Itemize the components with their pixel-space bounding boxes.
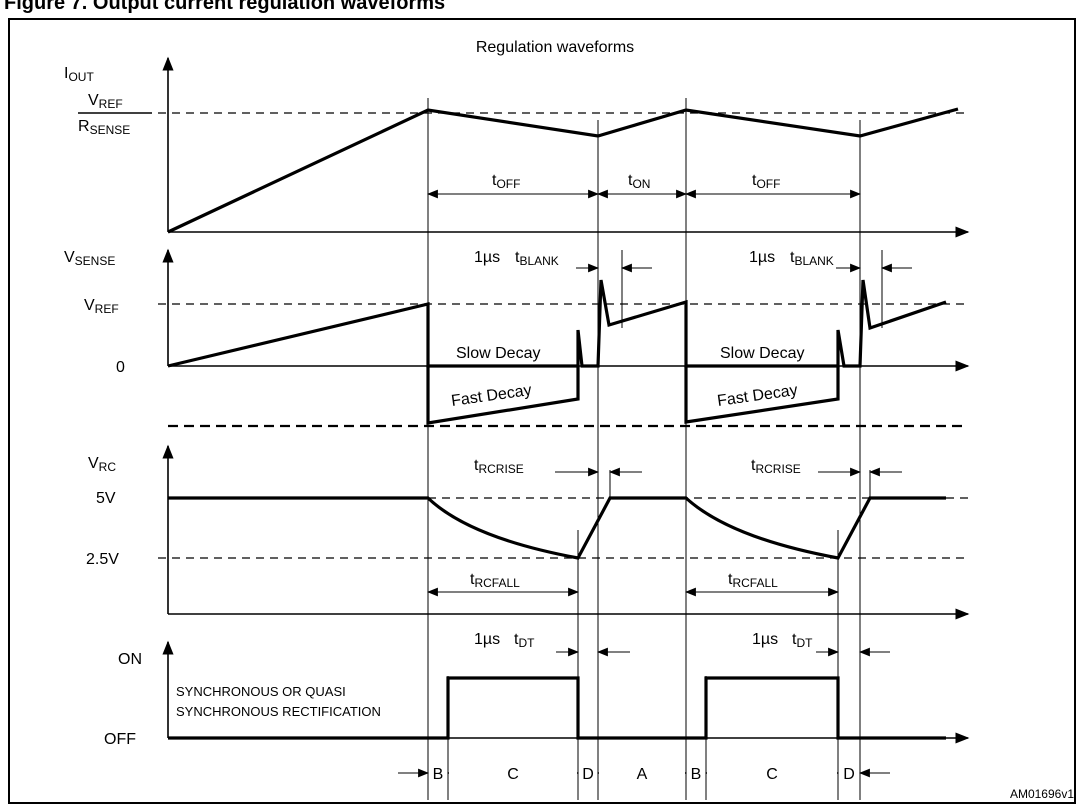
vsense-slow-decay-waveform	[167, 279, 947, 368]
iout-waveform	[167, 107, 959, 234]
output-on-label: ON	[118, 651, 142, 668]
tdt-label-2: tDT	[792, 631, 813, 650]
figure-id: AM01696v1	[1010, 787, 1074, 801]
phase-label-5: B	[691, 766, 702, 783]
one-us-label-2: 1µs	[749, 249, 775, 266]
phase-label-3: D	[582, 766, 594, 783]
figure-heading: Figure 7. Output current regulation wave…	[0, 0, 1084, 20]
output-waveform	[168, 676, 946, 740]
vrc-5v-label: 5V	[96, 490, 116, 507]
vsense-zero-label: 0	[116, 359, 125, 376]
vrc-2v5-label: 2.5V	[86, 551, 119, 568]
trcrise-label-1: tRCRISE	[474, 457, 524, 476]
phase-a-label-bg	[599, 762, 685, 784]
ton-label: tON	[628, 172, 650, 191]
phase-guide-lines	[427, 98, 883, 800]
vrc-waveform	[168, 496, 946, 560]
vrc-panel: VRC 5V 2.5V tRCRISE tRCRISE tRCFALL tRCF…	[86, 444, 970, 620]
slow-decay-label-2: Slow Decay	[720, 345, 804, 362]
toff-label-2: tOFF	[752, 172, 780, 191]
vsense-axis-label: VSENSE	[64, 249, 115, 268]
phase-c-label-bg-1	[449, 762, 577, 784]
sync-rect-label-line1: SYNCHRONOUS OR QUASI	[176, 684, 346, 699]
vsense-vref-label: VREF	[84, 297, 119, 316]
one-us-label-1: 1µs	[474, 249, 500, 266]
output-panel: ON OFF SYNCHRONOUS OR QUASI SYNCHRONOUS …	[104, 631, 970, 748]
vsense-panel: VSENSE VREF 0 Slow Decay Slow Decay Fast…	[64, 248, 970, 428]
trcfall-label-1: tRCFALL	[470, 571, 520, 590]
vsense-fast-decay-waveform-1	[426, 366, 580, 425]
trcfall-label-2: tRCFALL	[728, 571, 778, 590]
slow-decay-label-1: Slow Decay	[456, 345, 540, 362]
iout-panel: IOUT VREF RSENSE tOFF tON tOFF	[64, 56, 970, 238]
iout-ref-numerator: VREF	[88, 92, 123, 111]
phase-label-1: B	[433, 766, 444, 783]
tblank-label-2: tBLANK	[790, 249, 834, 268]
vrc-axis-label: VRC	[88, 455, 116, 474]
figure-frame	[8, 18, 1076, 804]
tblank-label-1: tBLANK	[515, 249, 559, 268]
tdt-label-1: tDT	[514, 631, 535, 650]
figure-heading-text: Figure 7. Output current regulation wave…	[4, 0, 446, 14]
phase-label-2: C	[507, 766, 519, 783]
one-us-label-3: 1µs	[474, 631, 500, 648]
toff-label-1: tOFF	[492, 172, 520, 191]
vsense-fast-decay-waveform-2	[684, 366, 840, 424]
iout-ref-denominator: RSENSE	[78, 118, 130, 137]
output-off-label: OFF	[104, 731, 136, 748]
trcrise-label-2: tRCRISE	[751, 457, 801, 476]
phase-c-label-bg-2	[707, 762, 837, 784]
phase-label-7: D	[843, 766, 855, 783]
fast-decay-label-1: Fast Decay	[450, 382, 533, 410]
sync-rect-label-line2: SYNCHRONOUS RECTIFICATION	[176, 704, 381, 719]
diagram-title: Regulation waveforms	[476, 39, 634, 56]
phase-label-4: A	[637, 766, 648, 783]
phase-row: B C D A B C D	[398, 762, 890, 784]
iout-axis-label: IOUT	[64, 65, 94, 84]
one-us-label-4: 1µs	[752, 631, 778, 648]
phase-label-6: C	[766, 766, 778, 783]
